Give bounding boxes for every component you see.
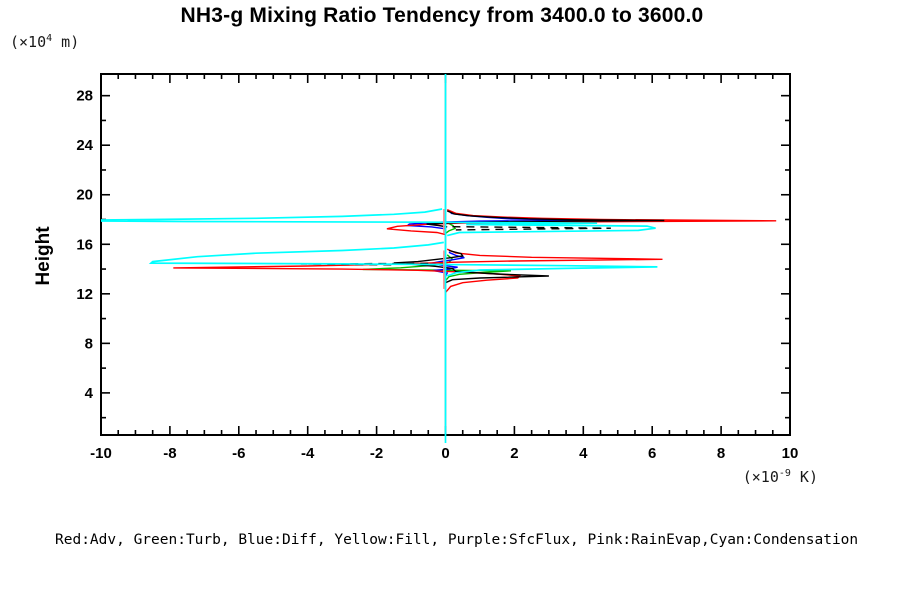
y-tick-label: 20 (76, 187, 93, 204)
y-tick-label: 28 (76, 88, 93, 105)
y-tick-label: 24 (76, 137, 93, 154)
y-axis-unit-label: (×104 m) (10, 33, 80, 51)
x-axis-unit-label: (×10-9 K) (742, 468, 818, 486)
series-black-upper (426, 210, 665, 228)
x-tick-label: 0 (441, 445, 449, 462)
x-tick-label: -2 (370, 445, 383, 462)
series-black-lower (393, 249, 549, 284)
x-tick-label: 6 (648, 445, 656, 462)
series-turb-upper (445, 221, 457, 234)
x-tick-label: -8 (163, 445, 176, 462)
x-tick-label: 4 (579, 445, 588, 462)
y-tick-label: 8 (85, 335, 93, 352)
x-tick-label: -6 (232, 445, 245, 462)
y-tick-label: 12 (76, 286, 93, 303)
x-tick-label: 10 (782, 445, 799, 462)
y-tick-label: 4 (85, 385, 94, 402)
y-tick-label: 16 (76, 236, 93, 253)
series-condensation-upper (101, 208, 656, 237)
color-key-legend: Red:Adv, Green:Turb, Blue:Diff, Yellow:F… (55, 532, 859, 548)
x-tick-label: 2 (510, 445, 518, 462)
series-black-upper-dashed (452, 226, 611, 231)
x-tick-label: -10 (90, 445, 112, 462)
series-adv-lower (173, 248, 663, 294)
x-tick-label: 8 (717, 445, 725, 462)
series-condensation-lower (148, 241, 658, 277)
x-tick-label: -4 (301, 445, 315, 462)
chart-title: NH3-g Mixing Ratio Tendency from 3400.0 … (180, 4, 704, 27)
